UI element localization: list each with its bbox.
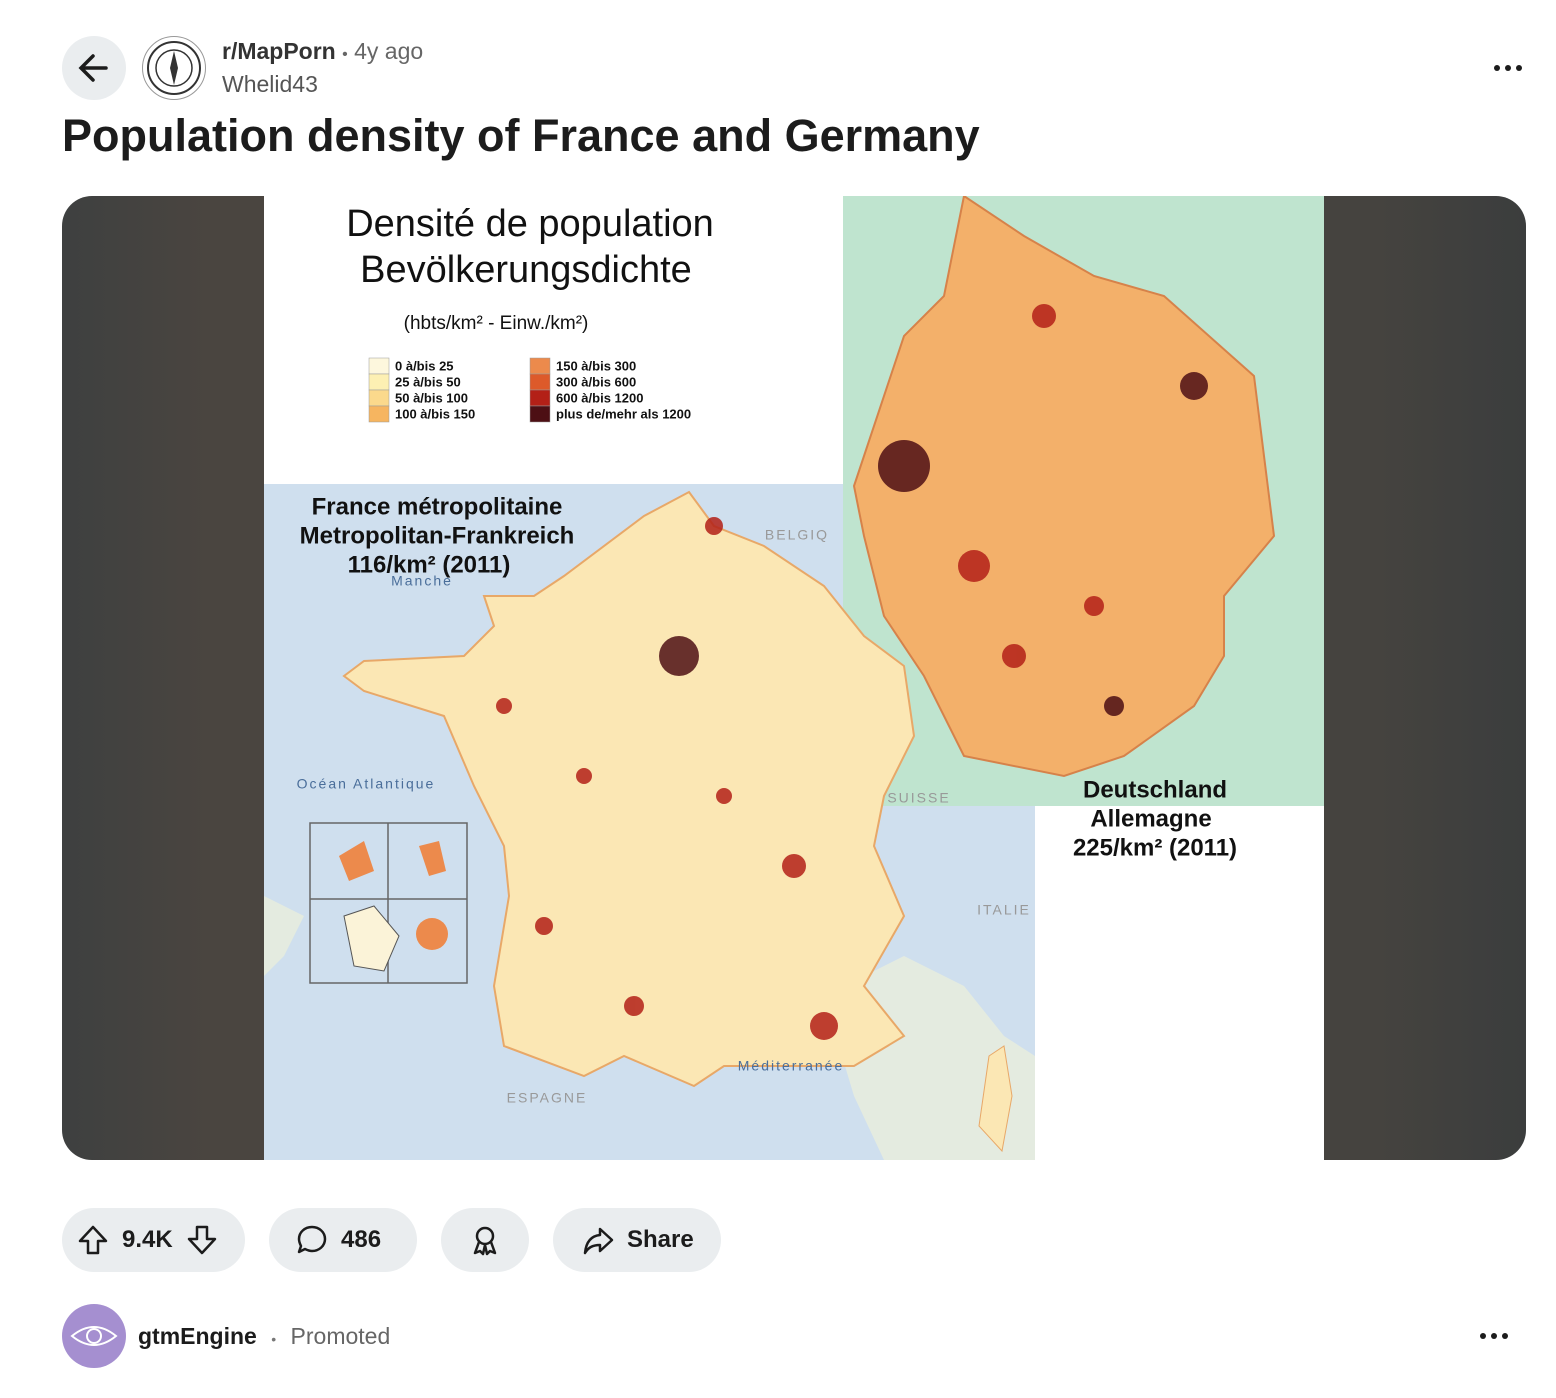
map-unit: (hbts/km² - Einw./km²) [404, 313, 589, 334]
legend-swatch [529, 373, 551, 391]
legend-label: 150 à/bis 300 [556, 358, 636, 373]
legend-label: 600 à/bis 1200 [556, 390, 643, 405]
back-button[interactable] [62, 36, 126, 100]
comments-button[interactable]: 486 [269, 1208, 417, 1272]
legend-swatch [529, 389, 551, 407]
legend-swatch [368, 357, 390, 375]
promoted-name[interactable]: gtmEngine [138, 1323, 257, 1349]
post-meta: r/MapPorn • 4y ago [222, 38, 423, 65]
place-label: SUISSE [887, 790, 950, 806]
comment-count: 486 [341, 1226, 382, 1253]
image-frame[interactable]: Densité de population Bevölkerungsdichte… [62, 196, 1526, 1160]
downvote-button[interactable] [185, 1223, 219, 1257]
vote-pill: 9.4K [62, 1208, 245, 1272]
place-label: Océan Atlantique [297, 776, 436, 792]
legend-swatch [368, 405, 390, 423]
promoted-label: Promoted [290, 1323, 391, 1349]
post-time: 4y ago [354, 38, 424, 64]
separator: • [342, 46, 348, 63]
upvote-button[interactable] [76, 1223, 110, 1257]
map-title: Densité de population [346, 203, 714, 245]
france-label: France métropolitaine [312, 493, 563, 520]
subreddit-avatar[interactable] [142, 36, 206, 100]
share-icon [583, 1227, 614, 1255]
legend-label: 50 à/bis 100 [395, 390, 468, 405]
germany-label: Deutschland [1083, 776, 1227, 803]
award-button[interactable] [441, 1208, 529, 1272]
vote-count: 9.4K [122, 1226, 173, 1253]
legend-label: 300 à/bis 600 [556, 374, 636, 389]
place-label: Méditerranée [738, 1058, 845, 1074]
place-label: Manche [391, 573, 453, 589]
legend-swatch [368, 389, 390, 407]
post-title: Population density of France and Germany [62, 110, 980, 161]
legend-label: 25 à/bis 50 [395, 374, 461, 389]
author-name[interactable]: Whelid43 [222, 71, 318, 97]
promoted-logo [70, 1326, 118, 1346]
share-label: Share [627, 1226, 694, 1253]
comment-icon [297, 1225, 327, 1254]
award-icon [473, 1226, 497, 1256]
legend-swatch [529, 405, 551, 423]
more-menu[interactable] [1490, 58, 1526, 78]
promoted-meta: gtmEngine • Promoted [138, 1323, 390, 1350]
map-image: Densité de population Bevölkerungsdichte… [264, 196, 1324, 1160]
place-label: ITALIE [977, 902, 1031, 918]
legend-label: 0 à/bis 25 [395, 358, 454, 373]
back-icon [78, 54, 108, 82]
share-button[interactable]: Share [553, 1208, 721, 1272]
map-title: Bevölkerungsdichte [360, 249, 692, 291]
germany-label: 225/km² (2011) [1073, 834, 1237, 861]
promoted-avatar[interactable] [62, 1304, 126, 1368]
france-label: Metropolitan-Frankreich [300, 522, 575, 549]
legend-swatch [529, 357, 551, 375]
germany-label: Allemagne [1090, 805, 1211, 832]
separator: • [271, 1331, 277, 1347]
place-label: BELGIQ [765, 527, 829, 543]
legend-label: 100 à/bis 150 [395, 406, 475, 421]
avatar-icon [147, 41, 201, 95]
france-label: 116/km² (2011) [348, 551, 511, 578]
legend-label: plus de/mehr als 1200 [556, 406, 691, 421]
legend-swatch [368, 373, 390, 391]
place-label: ESPAGNE [507, 1090, 588, 1106]
promoted-more-menu[interactable] [1476, 1326, 1512, 1346]
subreddit-name[interactable]: r/MapPorn [222, 38, 336, 64]
